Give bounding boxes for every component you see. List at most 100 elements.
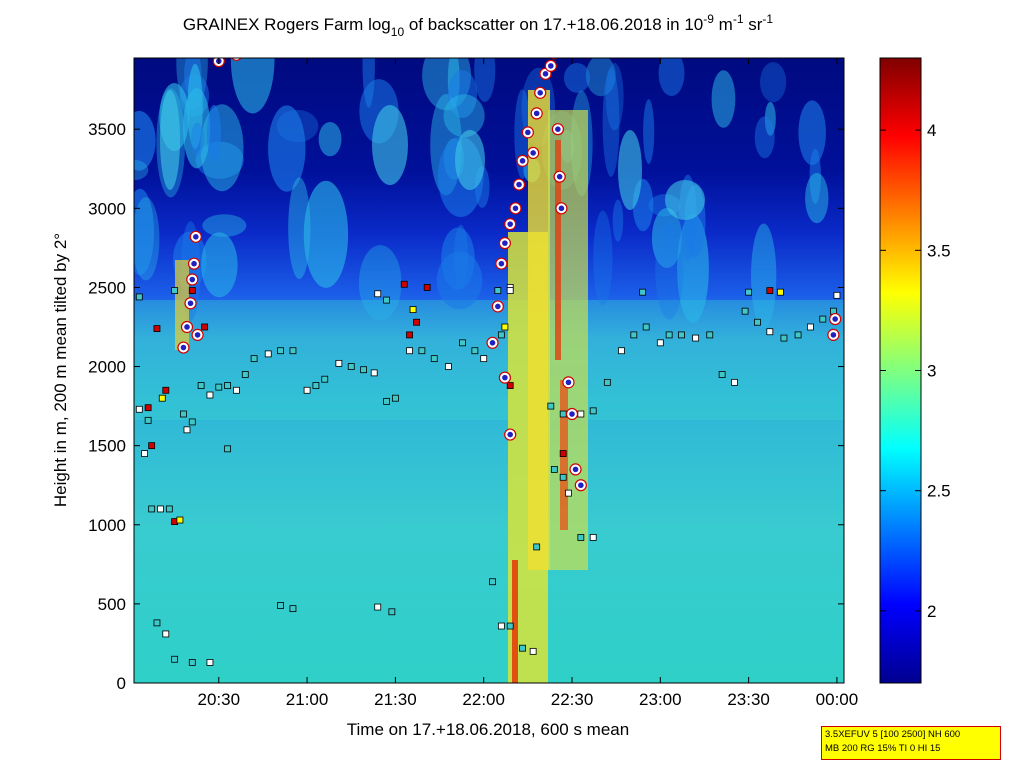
aerosol-patch [303,180,349,288]
noise-marker [158,394,166,402]
y-tick-label: 1500 [88,437,126,456]
noise-marker [201,323,209,331]
aerosol-patch-bright [372,105,408,185]
layer-marker [471,347,479,355]
layer-marker [678,331,685,339]
processing-info-box: 3.5XEFUV 5 [100 2500] NH 600 MB 200 RG 1… [821,726,1001,760]
layer-marker [618,347,625,355]
layer-marker [289,605,297,613]
x-axis-label: Time on 17.+18.06.2018, 600 s mean [347,720,629,739]
x-tick-label: 22:00 [462,690,505,709]
aerosol-patch [453,224,469,290]
layer-marker [162,630,170,638]
aerosol-patch-bright [160,90,180,190]
layer-marker [589,407,597,415]
noise-marker [559,450,567,457]
aerosol-patch [651,207,682,268]
layer-marker [241,371,249,378]
aerosol-patch [602,68,620,177]
cloud-base-marker-core [552,50,558,56]
y-tick-label: 3000 [88,199,126,218]
cloud-base-marker-core [512,205,519,212]
y-tick-label: 2000 [88,358,126,377]
layer-marker [550,465,558,473]
cloud-base-marker-core [519,158,526,164]
layer-marker [206,391,214,399]
cloud-base-marker-core [194,332,201,338]
aerosol-patch [134,159,149,181]
colorbar-tick-label: 3.5 [927,241,951,260]
aerosol-patch [655,221,684,320]
cloud-base-marker-core [830,332,837,338]
aerosol-patch [202,214,247,237]
layer-marker [506,622,514,630]
layer-marker [370,369,378,377]
layer-marker [406,347,413,355]
layer-marker [533,543,541,551]
layer-marker [807,323,814,331]
layer-marker [459,339,466,347]
layer-marker [153,619,161,627]
layer-marker [374,603,382,611]
layer-marker [224,382,232,389]
aerosol-patch [643,99,655,164]
aerosol-patch [190,122,205,156]
aerosol-patch [751,223,777,329]
cloud-base-marker-core [507,431,513,438]
layer-marker [383,397,390,405]
aerosol-patch [805,173,829,224]
layer-marker [589,534,597,541]
aerosol-patch [276,109,319,143]
aerosol-patches [134,58,829,329]
boundary-layer-band [134,300,844,420]
aerosol-patch [585,58,616,97]
layer-marker [383,296,390,304]
layer-marker [565,489,572,497]
layer-marker [630,331,638,339]
layer-marker [144,416,152,424]
layer-marker [250,355,258,363]
y-tick-label: 500 [98,595,126,614]
noise-marker [506,382,514,389]
layer-marker [277,602,284,609]
layer-marker [444,363,452,370]
info-line-1: 3.5XEFUV 5 [100 2500] NH 600 [825,729,961,740]
aerosol-patch [612,199,624,242]
colorbar-tick-label: 4 [927,121,936,140]
x-tick-label: 20:30 [198,690,241,709]
layer-marker [157,505,164,513]
cloud-base-marker-core [556,173,563,180]
layer-marker [603,378,611,386]
noise-marker [777,288,784,296]
layer-marker [135,293,143,301]
layer-marker [188,659,196,666]
aerosol-patch [754,116,775,159]
layer-marker [188,418,196,426]
aerosol-patch-bright [618,130,642,210]
noise-marker [423,284,431,291]
colorbar-ticks: 2 2.5 3 3.5 4 [880,121,951,621]
layer-marker [171,655,179,663]
layer-marker [360,366,368,374]
cloud-base-marker-core [234,52,240,58]
noise-marker [406,331,413,339]
layer-marker [197,382,205,389]
cloud-base-marker-core [533,110,540,117]
cloud-base-marker-core [191,260,197,267]
layer-marker [388,608,396,616]
layer-marker [215,383,223,391]
aerosol-patch [474,58,496,102]
y-axis: 0 500 1000 1500 2000 2500 3000 3500 [88,120,844,693]
y-tick-label: 3500 [88,120,126,139]
layer-marker [418,347,426,355]
cloud-base-marker-core [832,316,838,322]
layer-marker [224,445,232,453]
cloud-base-marker-core [507,221,513,227]
layer-marker [494,287,502,294]
cloud-core-1 [512,560,518,683]
cloud-base-marker-core [189,276,196,283]
aerosol-patch [436,251,483,310]
layer-marker [165,505,173,513]
layer-marker [780,334,788,342]
